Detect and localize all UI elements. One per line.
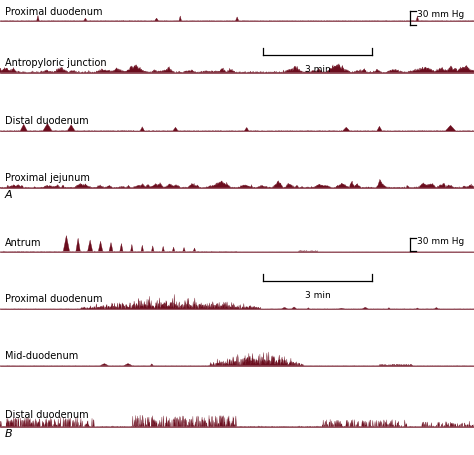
Text: 30 mm Hg: 30 mm Hg — [417, 237, 465, 246]
Text: Proximal jejunum: Proximal jejunum — [5, 173, 90, 183]
Text: Distal duodenum: Distal duodenum — [5, 116, 88, 126]
Text: 3 min: 3 min — [305, 291, 330, 300]
Text: 30 mm Hg: 30 mm Hg — [417, 10, 465, 20]
Text: 3 min: 3 min — [305, 65, 330, 74]
Text: Antropyloric junction: Antropyloric junction — [5, 58, 106, 68]
Text: B: B — [5, 429, 12, 439]
Text: Distal duodenum: Distal duodenum — [5, 410, 88, 420]
Text: A: A — [5, 190, 12, 200]
Text: Antrum: Antrum — [5, 238, 41, 248]
Text: Proximal duodenum: Proximal duodenum — [5, 294, 102, 304]
Text: Mid-duodenum: Mid-duodenum — [5, 351, 78, 361]
Text: Proximal duodenum: Proximal duodenum — [5, 7, 102, 17]
